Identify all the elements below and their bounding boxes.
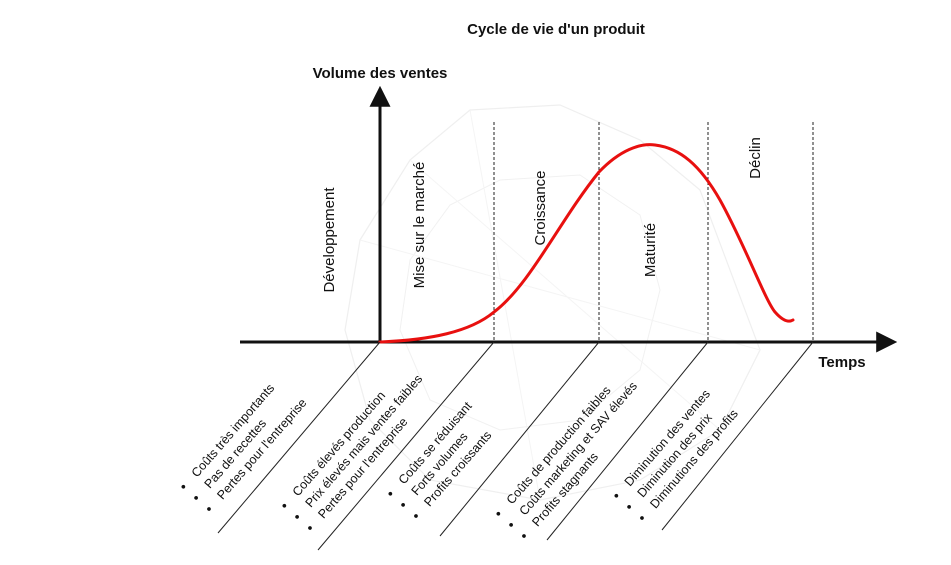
diagram-title: Cycle de vie d'un produit xyxy=(467,21,645,38)
bullet: • xyxy=(608,488,623,502)
note-diagonal-2 xyxy=(317,341,495,551)
note-line: Prix élevés mais ventes faibles xyxy=(303,372,426,510)
sales-curve xyxy=(378,143,795,344)
note-diagonal-4 xyxy=(546,341,709,541)
phase-label-mise-sur-le-marche: Mise sur le marché xyxy=(411,162,428,289)
phase-label-declin: Déclin xyxy=(747,137,764,179)
bullet: • xyxy=(382,486,397,500)
note-diagonal-5 xyxy=(661,341,814,531)
bullet: • xyxy=(516,529,531,543)
bullet: • xyxy=(621,499,636,513)
bullet: • xyxy=(503,517,518,531)
bullet: • xyxy=(490,506,505,520)
notes-mise-sur-le-marche: • Coûts élevés production • Prix élevés … xyxy=(276,372,426,535)
note-diagonal-1 xyxy=(217,341,381,534)
phase-label-croissance: Croissance xyxy=(532,170,549,245)
bullet: • xyxy=(634,511,649,525)
note-diagonal-3 xyxy=(439,341,600,537)
notes-developpement: • Coûts très importants • Pas de recette… xyxy=(175,381,309,516)
phase-label-developpement: Développement xyxy=(321,187,338,293)
y-axis-label: Volume des ventes xyxy=(313,65,448,82)
bullet: • xyxy=(289,509,304,523)
bullet: • xyxy=(408,509,423,523)
bullet: • xyxy=(276,498,291,512)
notes-maturite: • Coûts de production faibles • Coûts ma… xyxy=(490,379,640,543)
bullet: • xyxy=(175,479,190,493)
bullet: • xyxy=(201,502,216,516)
x-axis-label: Temps xyxy=(818,354,865,371)
background-watermark xyxy=(344,104,761,501)
bullet: • xyxy=(302,521,317,535)
phase-label-maturite: Maturité xyxy=(642,223,659,277)
notes-declin: • Diminution des ventes • Diminution des… xyxy=(608,387,741,525)
bullet: • xyxy=(188,490,203,504)
bullet: • xyxy=(395,497,410,511)
